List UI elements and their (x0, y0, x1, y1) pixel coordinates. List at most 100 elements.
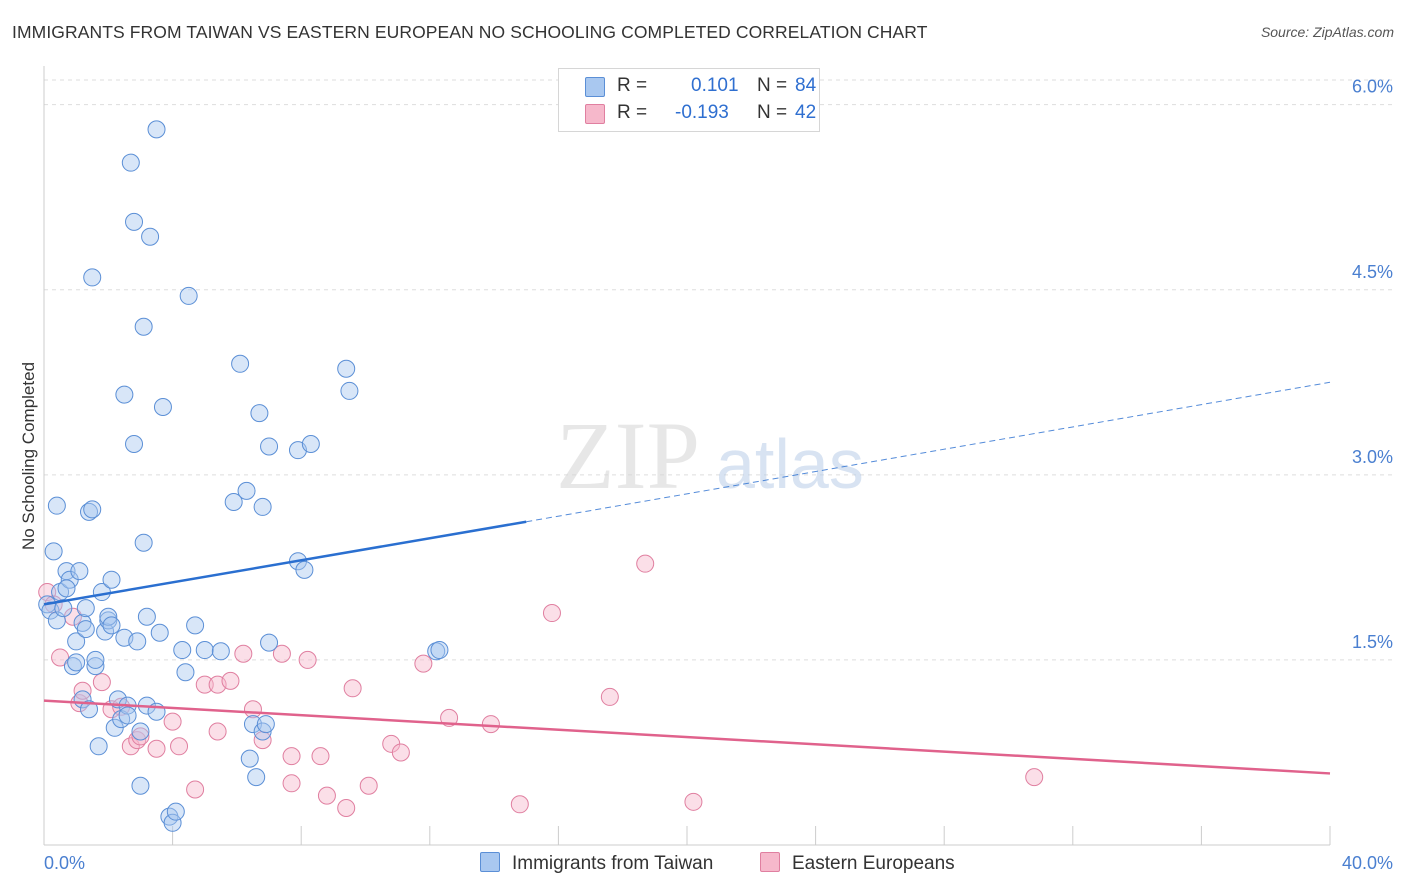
legend-n-label: N = (757, 102, 788, 123)
eastern-point (481, 715, 500, 734)
taiwan-point (237, 481, 256, 500)
taiwan-point (54, 599, 73, 618)
legend-r-label: R = (617, 75, 648, 96)
bottom-legend-taiwan: Immigrants from Taiwan (480, 852, 713, 875)
eastern-point (510, 795, 529, 814)
watermark-zip: ZIP (556, 402, 700, 509)
eastern-point (221, 671, 240, 690)
eastern-point (311, 747, 330, 766)
taiwan-point (44, 542, 63, 561)
legend-r-value: -0.193 (675, 102, 729, 123)
taiwan-point (256, 715, 275, 734)
eastern-point (163, 712, 182, 731)
eastern-point (147, 739, 166, 758)
taiwan-point (247, 768, 266, 787)
eastern-points (38, 554, 1044, 817)
taiwan-point (301, 434, 320, 453)
taiwan-point (224, 492, 243, 511)
legend-r-label: R = (617, 102, 648, 123)
taiwan-point (80, 502, 99, 521)
eastern-point (542, 604, 561, 623)
eastern-point (684, 792, 703, 811)
taiwan-point (179, 286, 198, 305)
eastern-point (414, 654, 433, 673)
taiwan-point (121, 153, 140, 172)
legend-swatch-eastern (585, 104, 605, 124)
taiwan-point (57, 579, 76, 598)
eastern-point (51, 648, 70, 667)
taiwan-trend-line (43, 520, 527, 606)
y-tick-label: 3.0% (1352, 447, 1393, 467)
taiwan-point (134, 533, 153, 552)
legend-swatch-taiwan (480, 852, 500, 872)
legend-swatch-taiwan (585, 77, 605, 97)
legend-label-eastern: Eastern Europeans (792, 853, 955, 874)
legend-r-value: 0.101 (691, 75, 739, 96)
taiwan-point (67, 653, 86, 672)
taiwan-point (102, 570, 121, 589)
eastern-point (337, 798, 356, 817)
legend-n-value: 42 (795, 102, 817, 123)
tick-labels: 1.5% 3.0% 4.5% 6.0% 0.0% 40.0% (44, 77, 1393, 873)
taiwan-point (76, 599, 95, 618)
eastern-point (317, 786, 336, 805)
taiwan-point (147, 120, 166, 139)
eastern-point (186, 780, 205, 799)
eastern-point (234, 644, 253, 663)
bottom-legend-eastern: Eastern Europeans (760, 852, 955, 875)
trend-lines (43, 381, 1331, 775)
eastern-point (343, 679, 362, 698)
taiwan-point (176, 663, 195, 682)
taiwan-point (137, 607, 156, 626)
taiwan-point (260, 437, 279, 456)
eastern-trend-line (43, 699, 1331, 775)
taiwan-point (153, 397, 172, 416)
legend-n-label: N = (757, 75, 788, 96)
taiwan-point (163, 813, 182, 832)
eastern-point (195, 675, 214, 694)
taiwan-point (125, 434, 144, 453)
taiwan-point (134, 317, 153, 336)
taiwan-point (102, 616, 121, 635)
taiwan-point (195, 641, 214, 660)
taiwan-point (211, 642, 230, 661)
stats-legend: R = 0.101 N = 84 R = -0.193 N = 42 (558, 68, 820, 132)
taiwan-point (253, 497, 272, 516)
taiwan-point (295, 560, 314, 579)
taiwan-point (166, 802, 185, 821)
taiwan-point (89, 737, 108, 756)
taiwan-point (231, 354, 250, 373)
taiwan-point (125, 212, 144, 231)
eastern-point (272, 644, 291, 663)
taiwan-point (118, 706, 137, 725)
eastern-point (636, 554, 655, 573)
eastern-point (298, 650, 317, 669)
taiwan-point (70, 562, 89, 581)
eastern-point (208, 722, 227, 741)
eastern-point (1025, 768, 1044, 787)
y-axis-title: No Schooling Completed (19, 362, 38, 550)
taiwan-point (86, 657, 105, 676)
axes (43, 66, 1331, 846)
taiwan-point (240, 749, 259, 768)
taiwan-point (131, 776, 150, 795)
taiwan-point (76, 620, 95, 639)
taiwan-point (80, 700, 99, 719)
chart-title: IMMIGRANTS FROM TAIWAN VS EASTERN EUROPE… (12, 22, 928, 42)
taiwan-point (115, 385, 134, 404)
eastern-point (131, 727, 150, 746)
taiwan-point (250, 404, 269, 423)
taiwan-point (83, 500, 102, 519)
y-tick-label: 6.0% (1352, 77, 1393, 97)
taiwan-point (260, 633, 279, 652)
legend-label-taiwan: Immigrants from Taiwan (512, 853, 714, 874)
eastern-point (92, 673, 111, 692)
taiwan-point (430, 641, 449, 660)
y-tick-label: 4.5% (1352, 262, 1393, 282)
taiwan-points (38, 120, 449, 832)
taiwan-point (340, 381, 359, 400)
eastern-point (282, 747, 301, 766)
x-tick-label: 40.0% (1342, 853, 1393, 873)
legend-swatch-eastern (760, 852, 780, 872)
